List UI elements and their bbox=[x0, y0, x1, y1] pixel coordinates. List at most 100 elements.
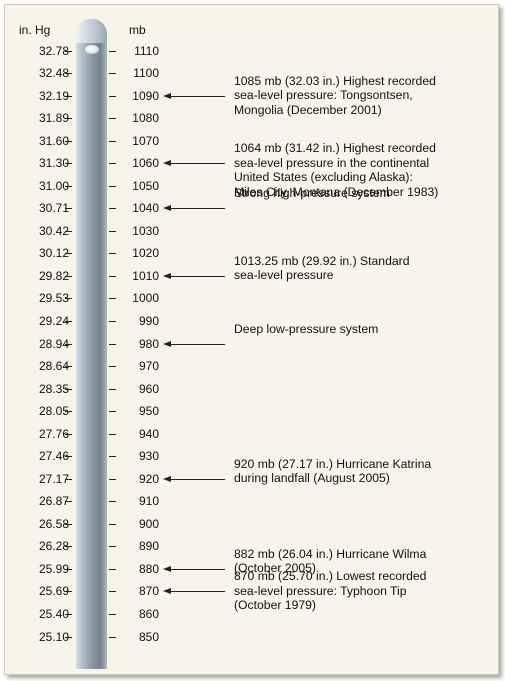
barometer-tube-top bbox=[76, 19, 107, 43]
annotation-text: 1064 mb (31.42 in.) Highest recorded sea-… bbox=[234, 141, 496, 199]
inhg-label: 25.40 bbox=[38, 607, 69, 621]
mb-label: 880 bbox=[138, 561, 159, 576]
inhg-tick bbox=[65, 230, 72, 232]
arrow-line bbox=[170, 163, 225, 165]
diagram-panel: in. Hg mb 32.78 1110 32.48 1100 32.19 1090 31.… bbox=[4, 4, 499, 675]
inhg-label: 28.94 bbox=[38, 336, 69, 351]
inhg-label: 26.28 bbox=[38, 539, 69, 554]
mb-label: 1100 bbox=[133, 66, 159, 81]
annotation-line: sea-level pressure in the continental bbox=[234, 155, 430, 170]
inhg-tick bbox=[65, 343, 72, 345]
annotation-line: Deep low-pressure system bbox=[234, 321, 379, 336]
inhg-tick bbox=[65, 253, 72, 255]
mb-label: 870 bbox=[138, 584, 159, 599]
mb-label: 1090 bbox=[132, 88, 159, 103]
mb-tick bbox=[109, 614, 116, 615]
mb-tick bbox=[109, 95, 116, 97]
mb-label: 890 bbox=[138, 539, 159, 554]
mb-label: 950 bbox=[138, 404, 159, 419]
mb-label: 1040 bbox=[132, 201, 159, 216]
mb-tick bbox=[109, 343, 116, 345]
inhg-tick bbox=[65, 523, 72, 525]
arrow-line bbox=[170, 343, 225, 345]
mb-label: 980 bbox=[138, 336, 159, 351]
arrow-line bbox=[170, 275, 225, 277]
inhg-tick bbox=[65, 433, 72, 435]
arrow-line bbox=[170, 568, 225, 570]
inhg-label: 26.87 bbox=[38, 494, 69, 509]
mb-label: 1080 bbox=[132, 111, 159, 126]
inhg-header: in. Hg bbox=[19, 23, 51, 37]
annotation-line: 1013.25 mb (29.92 in.) Standard bbox=[234, 253, 410, 268]
annotation-text: 870 mb (25.70 in.) Lowest recorded sea-le… bbox=[234, 569, 496, 613]
annotation-line: 920 mb (27.17 in.) Hurricane Katrina bbox=[234, 456, 432, 471]
inhg-label: 29.53 bbox=[38, 291, 69, 306]
mb-tick bbox=[109, 118, 116, 120]
mb-label: 910 bbox=[138, 494, 159, 509]
mb-tick bbox=[109, 568, 116, 570]
inhg-tick bbox=[65, 50, 72, 52]
arrow-head bbox=[163, 475, 171, 482]
inhg-tick bbox=[65, 118, 72, 120]
mb-tick bbox=[109, 636, 116, 638]
mb-label: 850 bbox=[138, 629, 159, 644]
mb-label: 1050 bbox=[132, 178, 159, 193]
inhg-label: 28.35 bbox=[38, 381, 69, 396]
inhg-label: 30.12 bbox=[38, 246, 69, 261]
inhg-label: 25.69 bbox=[38, 584, 69, 599]
annotation-line: United States (excluding Alaska): bbox=[234, 170, 413, 185]
arrow-head bbox=[163, 588, 171, 595]
inhg-tick bbox=[65, 366, 72, 368]
mb-label: 1030 bbox=[132, 223, 159, 238]
inhg-label: 32.48 bbox=[38, 66, 69, 81]
annotation-text: Strong high-pressure system bbox=[234, 186, 496, 201]
inhg-label: 31.60 bbox=[38, 133, 69, 148]
mb-label: 1000 bbox=[132, 291, 159, 306]
inhg-label: 26.58 bbox=[38, 516, 69, 531]
inhg-tick bbox=[65, 591, 72, 593]
annotation-line: sea-level pressure: Tongsontsen, bbox=[234, 88, 413, 103]
inhg-label: 32.78 bbox=[38, 43, 69, 58]
mb-tick bbox=[109, 523, 116, 525]
inhg-label: 29.82 bbox=[38, 268, 69, 283]
mb-tick bbox=[109, 366, 116, 368]
inhg-tick bbox=[65, 95, 72, 97]
arrow-line bbox=[170, 591, 225, 593]
inhg-tick bbox=[65, 568, 72, 570]
mb-label: 930 bbox=[138, 449, 159, 464]
barometer-tube bbox=[76, 19, 107, 669]
mb-tick bbox=[109, 546, 116, 548]
inhg-tick bbox=[65, 636, 72, 638]
inhg-tick bbox=[65, 456, 72, 458]
mb-tick bbox=[109, 275, 116, 277]
mb-tick bbox=[109, 411, 116, 413]
annotation-line: (October 2005) bbox=[234, 561, 316, 576]
mb-tick bbox=[109, 185, 116, 187]
annotation-line: Strong high-pressure system bbox=[234, 186, 390, 201]
mb-label: 1060 bbox=[132, 156, 159, 171]
arrow-head bbox=[163, 340, 171, 347]
annotation-line: 882 mb (26.04 in.) Hurricane Wilma bbox=[234, 546, 427, 561]
annotation-line: during landfall (August 2005) bbox=[234, 471, 390, 486]
inhg-tick bbox=[65, 208, 72, 210]
arrow-head bbox=[163, 565, 171, 572]
annotation-line: Mongolia (December 2001) bbox=[234, 102, 382, 117]
inhg-label: 32.19 bbox=[38, 88, 69, 103]
inhg-label: 25.99 bbox=[38, 561, 69, 576]
inhg-tick bbox=[65, 478, 72, 480]
inhg-label: 30.71 bbox=[38, 201, 69, 216]
inhg-label: 27.17 bbox=[38, 471, 69, 486]
mb-label: 1020 bbox=[132, 246, 159, 261]
annotation-line: 1064 mb (31.42 in.) Highest recorded bbox=[234, 141, 436, 156]
annotation-line: sea-level pressure bbox=[234, 268, 334, 283]
inhg-tick bbox=[65, 298, 72, 300]
annotation-text: 1013.25 mb (29.92 in.) Standard sea-level… bbox=[234, 254, 496, 283]
inhg-tick bbox=[65, 388, 72, 390]
annotation-line: 870 mb (25.70 in.) Lowest recorded bbox=[234, 569, 427, 584]
inhg-label: 29.24 bbox=[38, 313, 69, 328]
inhg-label: 31.00 bbox=[38, 178, 69, 193]
arrow-head bbox=[163, 160, 171, 167]
inhg-tick bbox=[65, 546, 72, 548]
annotation-text: 920 mb (27.17 in.) Hurricane Katrina duri… bbox=[234, 457, 496, 486]
inhg-tick bbox=[65, 275, 72, 277]
